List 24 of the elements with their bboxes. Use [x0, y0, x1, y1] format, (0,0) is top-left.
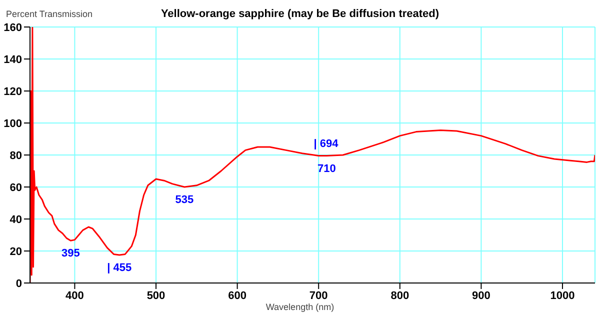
y-tick-label: 160 — [4, 22, 22, 34]
y-tick-label: 80 — [10, 150, 22, 162]
y-tick-label: 0 — [16, 278, 22, 290]
x-tick-label: 700 — [309, 290, 328, 302]
y-tick-label: 140 — [4, 54, 22, 66]
chart-title: Yellow-orange sapphire (may be Be diffusion treated) — [160, 8, 440, 20]
annotation: 395 — [61, 248, 80, 260]
y-tick-label: 60 — [10, 182, 22, 194]
x-tick-label: 500 — [146, 290, 166, 302]
annotation: 535 — [175, 194, 194, 206]
y-tick-label: 100 — [4, 118, 22, 130]
x-tick-label: 900 — [472, 290, 490, 302]
y-tick-label: 40 — [10, 214, 22, 226]
y-tick-label: 20 — [10, 246, 22, 258]
x-tick-label: 400 — [66, 290, 84, 302]
x-tick-label: 1000 — [550, 290, 575, 302]
x-tick-label: 600 — [228, 290, 246, 302]
x-axis-title: Wavelength (nm) — [264, 302, 336, 312]
y-axis-title: Percent Transmission — [6, 9, 93, 19]
annotation: 710 — [318, 162, 336, 175]
annotation: | 455 — [107, 262, 132, 274]
x-tick-label: 800 — [390, 290, 410, 302]
annotation: | 694 — [314, 138, 340, 150]
y-tick-label: 120 — [4, 86, 22, 98]
